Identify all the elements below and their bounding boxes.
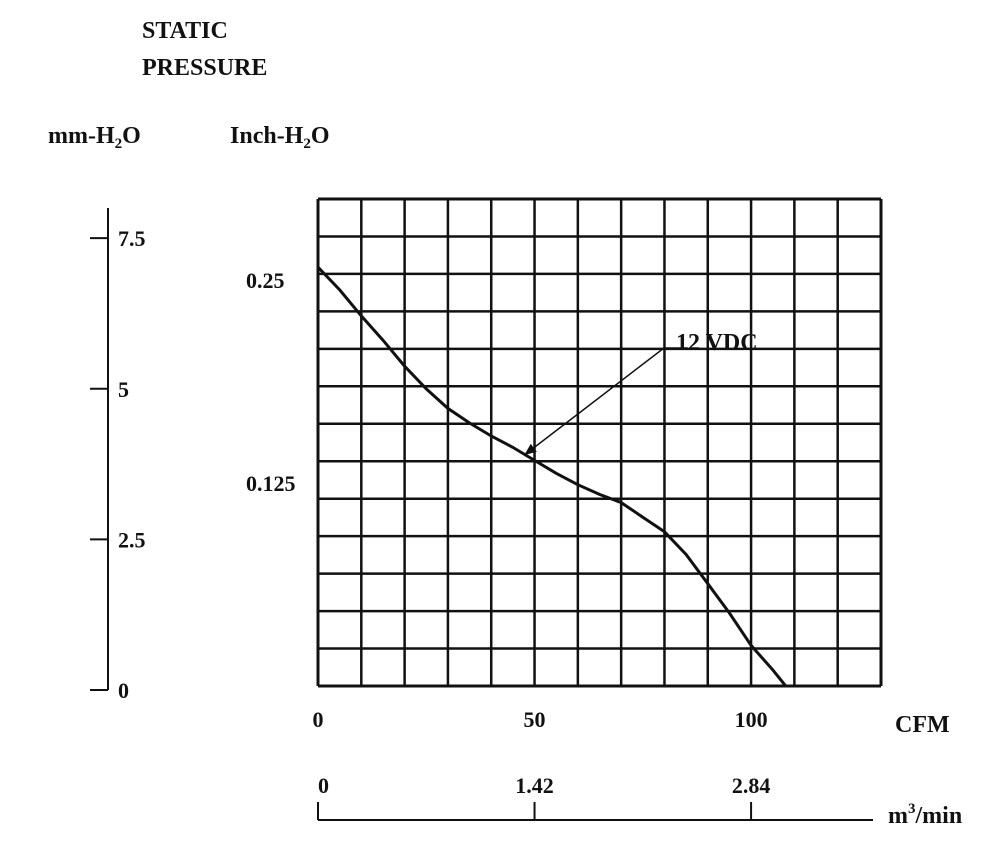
x-axis-ticks: 0 50 100 [313,707,768,732]
x-tick-label: 100 [735,707,768,732]
mm-tick-label: 7.5 [118,226,146,251]
inch-tick-label: 0.25 [246,268,285,293]
mm-tick-label: 2.5 [118,527,146,552]
metric-tick-label: 1.42 [515,773,554,798]
mm-axis-ticks: 7.5 5 2.5 0 [90,226,146,703]
x-tick-label: 50 [524,707,546,732]
chart-title-line2: PRESSURE [142,55,267,81]
chart-grid [316,197,883,688]
annotation-arrow [524,347,688,456]
metric-tick-label: 0 [318,773,329,798]
chart-title-line1: STATIC [142,18,228,44]
metric-axis-ticks: 0 1.42 2.84 [317,773,771,820]
mm-tick-label: 5 [118,377,129,402]
metric-tick-label: 2.84 [732,773,771,798]
annotation-label-12vdc: 12 VDC [676,330,758,356]
series-line-12vdc [316,266,787,687]
mm-tick-label: 0 [118,678,129,703]
mm-h2o-unit-label: mm-H2O [48,123,141,152]
inch-tick-label: 0.125 [246,471,296,496]
inch-axis-ticks: 0.25 0.125 [246,268,296,496]
x-tick-label: 0 [313,707,324,732]
metric-axis-unit: m3/min [888,801,962,829]
inch-h2o-unit-label: Inch-H2O [230,123,330,152]
x-axis-unit-cfm: CFM [895,712,950,738]
